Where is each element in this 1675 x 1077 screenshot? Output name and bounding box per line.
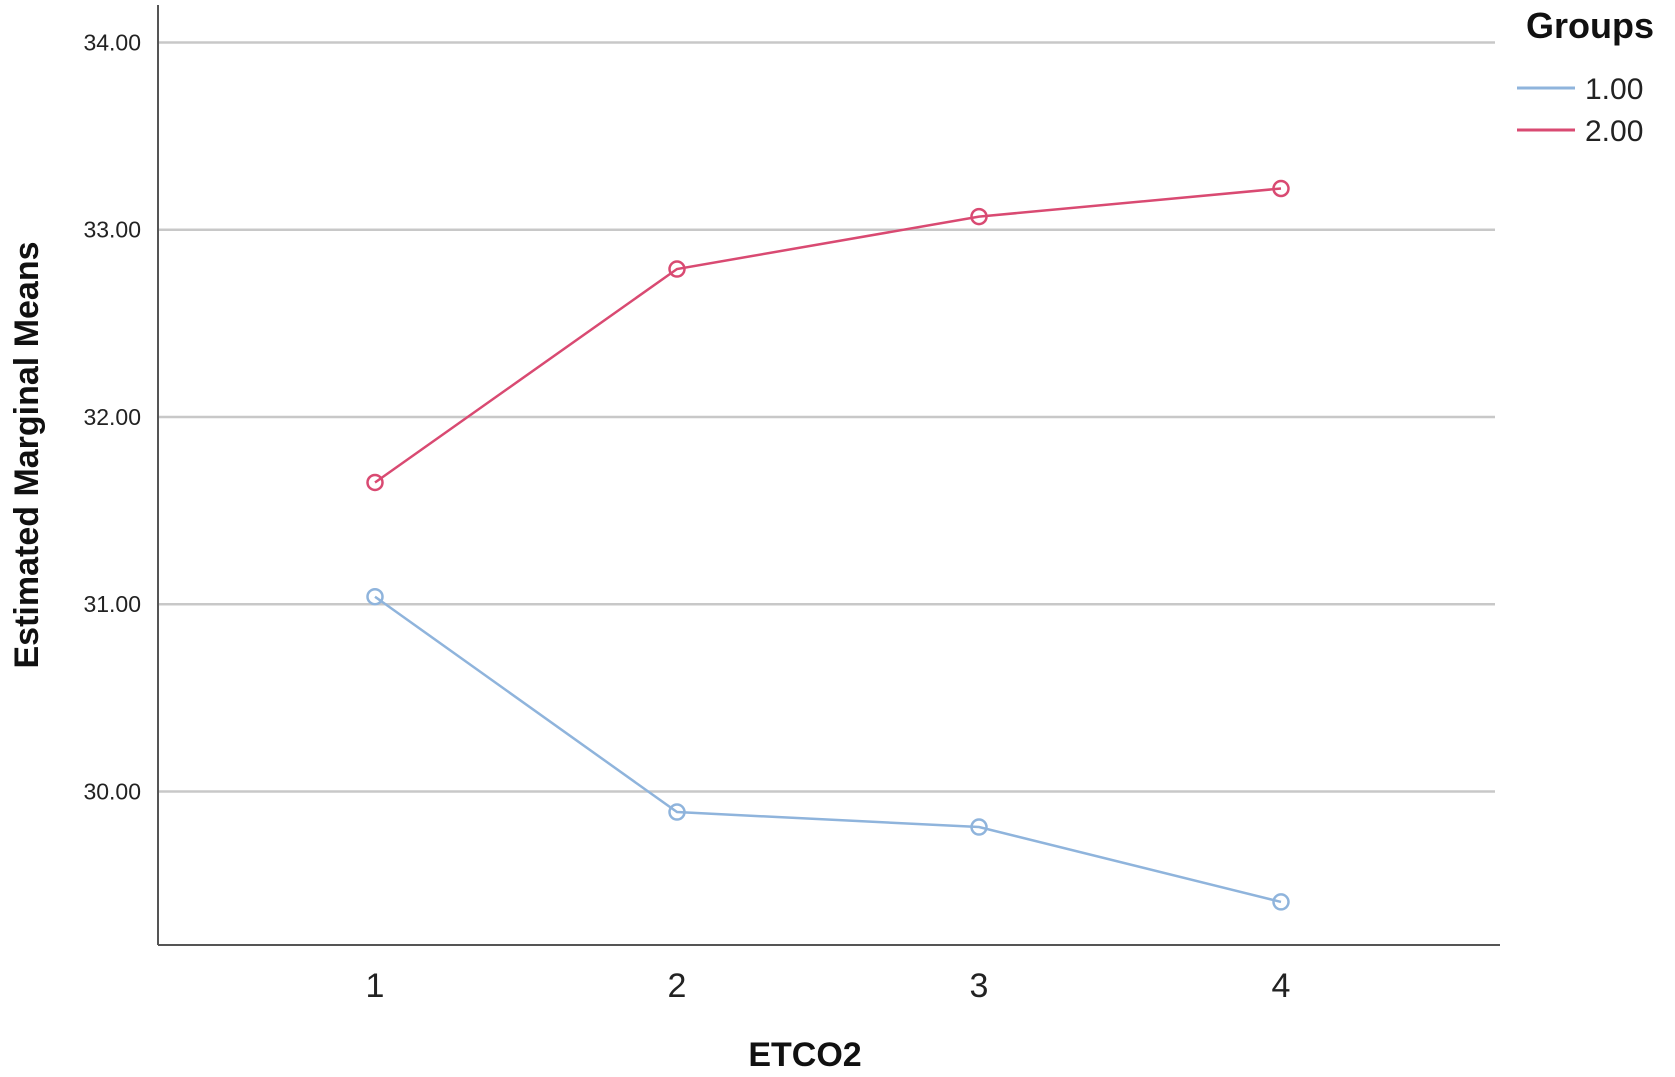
y-axis-title: Estimated Marginal Means xyxy=(8,241,46,668)
x-tick-label: 3 xyxy=(970,967,989,1005)
data-point xyxy=(668,260,686,278)
data-point xyxy=(366,473,384,492)
data-point xyxy=(366,587,384,606)
y-tick-label: 31.00 xyxy=(83,591,141,617)
x-tick-label: 1 xyxy=(366,967,385,1005)
x-tick-label: 2 xyxy=(668,967,687,1005)
legend-items: 1.00 2.00 xyxy=(1517,73,1643,148)
x-tick-label: 4 xyxy=(1272,967,1291,1005)
series-line xyxy=(374,187,1282,484)
x-axis-title: ETCO2 xyxy=(748,1036,861,1074)
legend-label: 1.00 xyxy=(1585,73,1643,106)
data-point xyxy=(1272,893,1290,911)
x-tick-labels: 1 2 3 4 xyxy=(366,967,1291,1005)
legend-item: 1.00 xyxy=(1517,73,1643,106)
series-2 xyxy=(366,179,1290,492)
series-line xyxy=(374,595,1282,904)
data-point xyxy=(1272,179,1290,198)
series-layer xyxy=(366,179,1290,911)
y-tick-label: 34.00 xyxy=(83,29,141,55)
legend: Groups 1.00 2.00 xyxy=(1517,5,1654,148)
y-tick-labels: 30.00 31.00 32.00 33.00 34.00 xyxy=(83,29,141,804)
y-tick-label: 30.00 xyxy=(83,778,141,804)
legend-title: Groups xyxy=(1526,5,1654,46)
gridlines xyxy=(158,41,1495,793)
series-1 xyxy=(366,587,1290,911)
y-tick-label: 33.00 xyxy=(83,217,141,243)
data-point xyxy=(970,207,988,226)
data-point xyxy=(668,803,686,821)
data-point xyxy=(970,818,988,836)
legend-item: 2.00 xyxy=(1517,115,1643,148)
axes xyxy=(157,5,1500,946)
legend-label: 2.00 xyxy=(1585,115,1643,148)
y-tick-label: 32.00 xyxy=(83,404,141,430)
